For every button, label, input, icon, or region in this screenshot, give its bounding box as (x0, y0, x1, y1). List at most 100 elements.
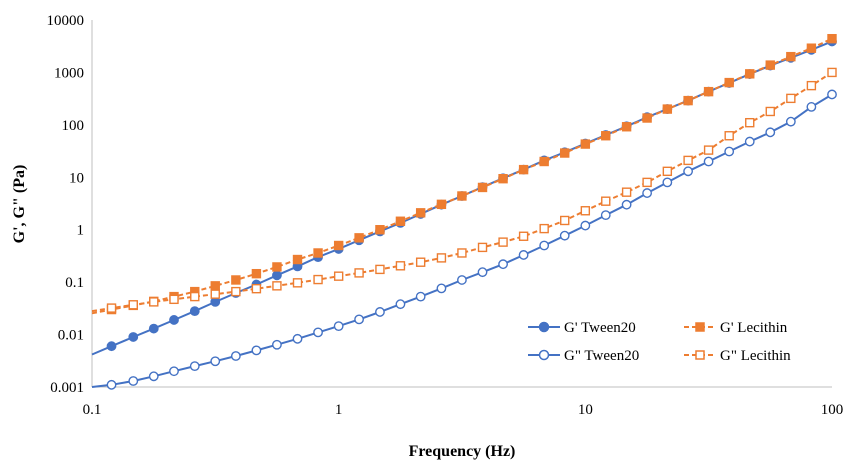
x-tick-label: 100 (821, 402, 844, 418)
data-point (106, 303, 117, 313)
data-point (149, 297, 159, 307)
data-point (436, 199, 447, 210)
data-point (272, 339, 282, 350)
x-tick-label: 1 (335, 402, 343, 418)
series-3 (91, 67, 837, 313)
data-point (662, 177, 673, 188)
data-point (231, 275, 241, 285)
data-point (395, 216, 406, 226)
y-tick-label: 10 (69, 170, 84, 186)
data-point (621, 187, 632, 197)
y-tick-labels: 0.001 0.01 0.1 1 10 100 1000 10000 (47, 13, 85, 396)
data-point (518, 250, 529, 260)
data-point (169, 366, 179, 377)
data-point (703, 86, 714, 97)
data-point (662, 166, 673, 177)
data-point (621, 122, 632, 132)
data-point (375, 307, 385, 317)
data-point (375, 225, 385, 235)
y-tick-label: 0.001 (50, 380, 84, 396)
data-point (765, 127, 776, 138)
y-tick-label: 1000 (54, 65, 84, 81)
data-point (313, 248, 323, 258)
data-point (415, 257, 426, 267)
legend-label: G' Tween20 (564, 320, 636, 336)
data-point (744, 136, 755, 147)
data-point (313, 274, 323, 285)
data-point (518, 231, 529, 241)
data-point (827, 67, 837, 78)
data-point (601, 131, 611, 141)
data-point (539, 156, 549, 167)
data-point (395, 299, 406, 310)
data-point (580, 206, 591, 216)
legend-marker (695, 350, 705, 360)
legend-item-g-double-prime-tween20: G" Tween20 (528, 348, 639, 364)
data-point (559, 230, 570, 241)
data-point (560, 148, 570, 158)
x-tick-label: 0.1 (83, 402, 102, 418)
legend-label: G' Lecithin (720, 320, 788, 336)
data-point (292, 278, 303, 288)
data-point (210, 296, 221, 307)
series-layer (91, 33, 837, 390)
data-point (210, 356, 221, 367)
data-point (601, 196, 611, 206)
data-point (230, 351, 241, 361)
data-point (765, 106, 775, 117)
data-point (683, 95, 693, 106)
data-point (703, 156, 714, 167)
data-point (539, 240, 550, 251)
data-point (683, 155, 693, 166)
data-point (169, 294, 179, 305)
data-point (560, 215, 570, 226)
data-point (724, 77, 734, 88)
y-axis-title: G', G" (Pa) (11, 165, 28, 244)
data-point (827, 33, 837, 44)
x-axis-title: Frequency (Hz) (409, 443, 516, 460)
legend-item-g-prime-tween20: G' Tween20 (528, 320, 636, 336)
data-point (539, 223, 549, 234)
data-point (251, 268, 262, 279)
data-point (333, 321, 344, 332)
data-point (806, 80, 817, 91)
data-point (642, 177, 652, 188)
data-point (600, 210, 611, 220)
data-point (251, 283, 262, 294)
data-point (662, 104, 673, 114)
series-line (91, 37, 833, 315)
data-point (436, 253, 447, 263)
x-tick-labels: 0.1 1 10 100 (83, 402, 844, 418)
data-point (642, 188, 653, 198)
data-point (621, 199, 632, 210)
data-point (477, 242, 488, 253)
data-point (189, 306, 200, 317)
legend: G' Tween20 G' Lecithin G" Tween20 G" Lec… (528, 320, 791, 364)
data-point (231, 286, 241, 297)
data-point (703, 145, 714, 155)
data-point (272, 262, 282, 272)
data-point (169, 315, 179, 325)
data-point (292, 333, 303, 344)
data-point (806, 43, 817, 53)
data-point (354, 268, 364, 278)
legend-marker (538, 321, 550, 333)
series-1 (91, 33, 837, 315)
data-point (436, 283, 447, 294)
data-point (806, 102, 817, 112)
data-point (642, 113, 652, 123)
data-point (272, 281, 282, 291)
data-point (128, 300, 138, 310)
data-point (106, 379, 117, 390)
data-point (498, 173, 508, 184)
legend-item-g-double-prime-lecithin: G" Lecithin (684, 348, 791, 364)
data-point (148, 371, 159, 382)
data-point (477, 267, 488, 278)
data-point (724, 146, 735, 157)
data-point (745, 69, 755, 79)
data-point (292, 254, 303, 265)
data-point (333, 271, 344, 281)
data-point (272, 270, 282, 281)
data-point (457, 191, 467, 201)
data-point (786, 93, 796, 104)
